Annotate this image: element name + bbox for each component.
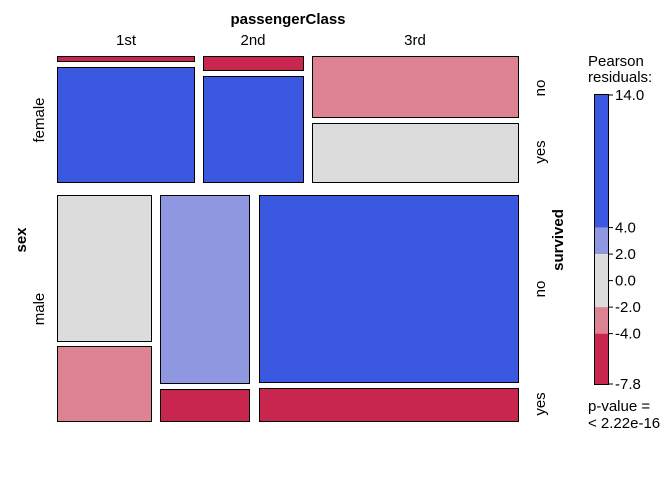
legend-band-2	[595, 254, 608, 308]
sex-label-male: male	[31, 293, 48, 326]
legend-tick-label-5: -4.0	[615, 326, 641, 343]
tile-2nd-female-no	[203, 56, 304, 71]
tile-1st-male-yes	[57, 346, 152, 422]
legend-tick-label-2: 2.0	[615, 246, 636, 263]
survived-label-yes-male: yes	[532, 392, 549, 415]
legend-tick-label-6: -7.8	[615, 376, 641, 393]
tile-1st-female-yes	[57, 67, 195, 183]
tile-2nd-female-yes	[203, 76, 304, 183]
legend-tick-label-0: 14.0	[615, 87, 644, 104]
class-label-1st: 1st	[116, 32, 137, 49]
tile-2nd-male-no	[160, 195, 250, 384]
tile-1st-male-no	[57, 195, 152, 342]
tile-3rd-male-no	[259, 195, 519, 383]
right-variable-title: survived	[550, 209, 567, 271]
sex-label-female: female	[31, 97, 48, 142]
legend-title-line1: Pearson	[588, 53, 644, 70]
survived-label-yes-female: yes	[532, 140, 549, 163]
survived-label-no-male: no	[532, 281, 549, 298]
tile-3rd-female-yes	[312, 123, 519, 183]
legend-band-0	[595, 95, 608, 228]
legend-ticks: 14.0 4.0 2.0 0.0 -2.0 -4.0 -7.8	[608, 87, 644, 393]
legend-tick-label-4: -2.0	[615, 299, 641, 316]
tile-3rd-male-yes	[259, 388, 519, 422]
top-variable-title: passengerClass	[230, 11, 345, 28]
class-label-3rd: 3rd	[404, 32, 426, 49]
survived-label-no-female: no	[532, 80, 549, 97]
class-label-2nd: 2nd	[240, 32, 265, 49]
legend-title-line2: residuals:	[588, 69, 652, 86]
legend-tick-label-1: 4.0	[615, 220, 636, 237]
pvalue-line1: p-value =	[588, 398, 650, 415]
residuals-legend: Pearson residuals: 14.0 4.0 2.0 0.0 -2.0 -4.0…	[588, 53, 660, 432]
legend-band-4	[595, 333, 608, 384]
legend-bar-frame	[594, 94, 609, 385]
tile-3rd-female-no	[312, 56, 519, 118]
legend-tick-label-3: 0.0	[615, 273, 636, 290]
legend-band-1	[595, 227, 608, 255]
pvalue-line2: < 2.22e-16	[588, 415, 660, 432]
mosaic-tiles	[57, 56, 519, 422]
tile-2nd-male-yes	[160, 389, 250, 422]
legend-color-bar	[595, 95, 608, 384]
tile-1st-female-no	[57, 56, 195, 62]
legend-band-3	[595, 307, 608, 334]
left-variable-title: sex	[13, 227, 30, 253]
